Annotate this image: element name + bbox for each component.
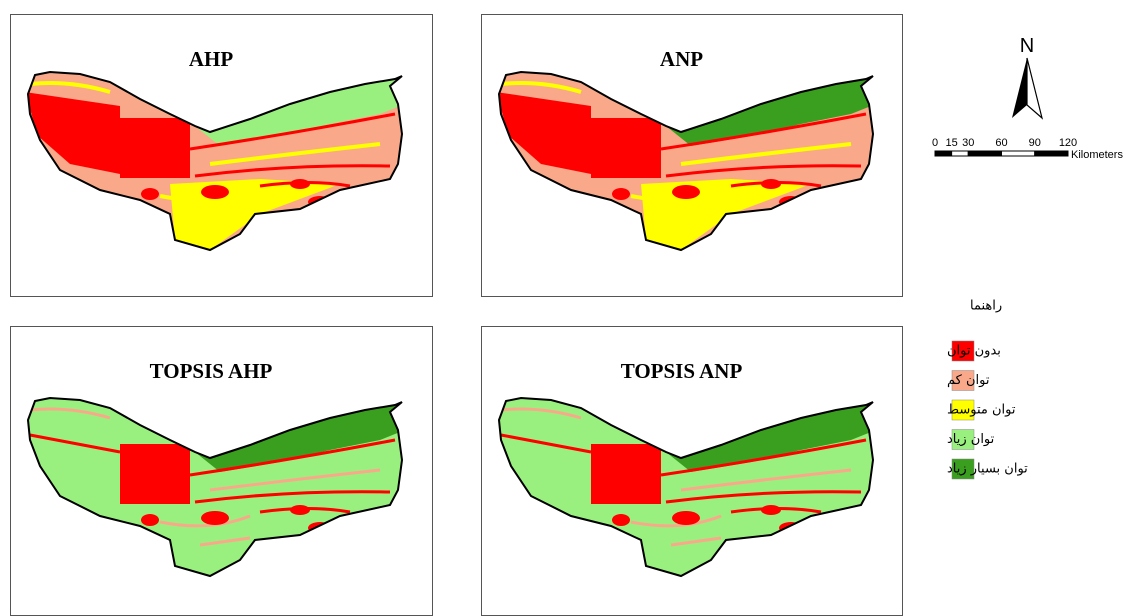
north-label: N — [1020, 35, 1034, 57]
blob — [761, 505, 781, 515]
block — [120, 444, 190, 504]
legend-label: توان متوسط — [947, 403, 1016, 418]
scale-label: 30 — [962, 137, 974, 149]
panel-title: ANP — [660, 47, 703, 71]
blob — [672, 511, 700, 525]
scale-label: 60 — [995, 137, 1007, 149]
legend-title: راهنما — [970, 299, 1002, 314]
scale-label: 0 — [932, 137, 938, 149]
panel-title: AHP — [189, 47, 234, 71]
map-panel: ANP — [482, 15, 903, 297]
blob — [201, 511, 229, 525]
legend-label: توان کم — [947, 373, 990, 388]
arrow-left — [1012, 58, 1027, 118]
blob — [612, 188, 630, 200]
scale-unit: Kilometers — [1071, 149, 1123, 161]
legend-label: بدون توان — [947, 344, 1001, 359]
block — [591, 118, 661, 178]
blob — [672, 185, 700, 199]
legend-label: توان زیاد — [947, 432, 995, 447]
panel-title: TOPSIS ANP — [621, 359, 743, 383]
scale-segment — [952, 151, 969, 156]
blob — [761, 179, 781, 189]
blob — [290, 179, 310, 189]
block — [120, 118, 190, 178]
scale-segment — [1002, 151, 1035, 156]
north-arrow: N — [1012, 35, 1042, 118]
arrow-right — [1027, 58, 1042, 118]
scale-segment — [968, 151, 1001, 156]
panel-title: TOPSIS AHP — [150, 359, 273, 383]
blob — [141, 188, 159, 200]
scale-label: 90 — [1029, 137, 1041, 149]
blob — [201, 185, 229, 199]
blob — [141, 514, 159, 526]
map-panel: TOPSIS AHP — [11, 327, 433, 616]
blob — [612, 514, 630, 526]
block — [591, 444, 661, 504]
scale-label: 15 — [946, 137, 958, 149]
legend-label: توان بسیار زیاد — [947, 462, 1028, 477]
scale-segment — [1035, 151, 1068, 156]
figure: N راهنما AHP ANP TOPSIS AHP TOPSIS ANP 0 15 30… — [0, 0, 1142, 616]
map-panel: AHP — [11, 15, 433, 297]
scale-segment — [935, 151, 952, 156]
scale-label: 120 — [1059, 137, 1077, 149]
blob — [290, 505, 310, 515]
map-panel: TOPSIS ANP — [482, 327, 903, 616]
